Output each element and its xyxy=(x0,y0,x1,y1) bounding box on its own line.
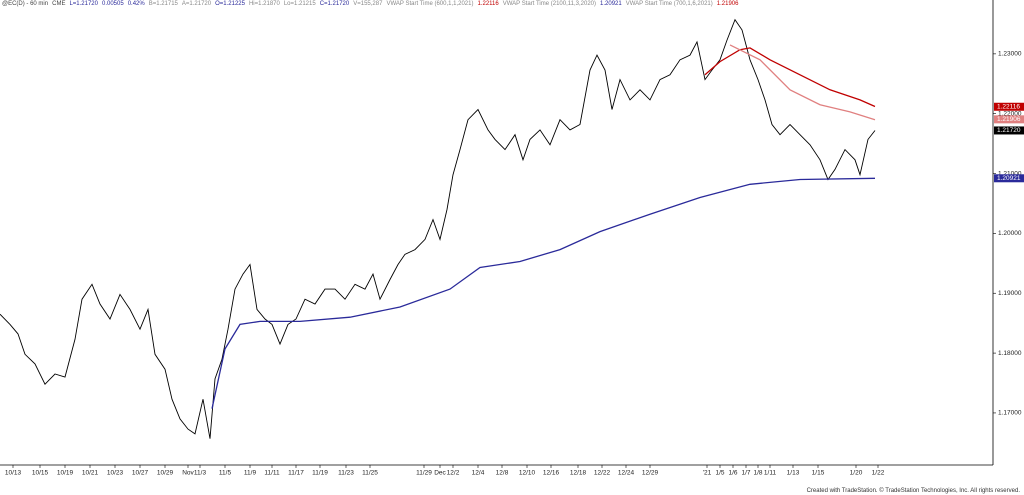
series-line xyxy=(0,18,876,439)
footer: Created with TradeStation. © TradeStatio… xyxy=(806,488,1020,494)
quote-field: 0.00505 xyxy=(101,1,124,7)
x-tick-label: 10/19 xyxy=(57,470,74,477)
x-tick-label: 11/9 xyxy=(244,470,257,477)
last-value-box xyxy=(994,174,1024,183)
y-tick-label: 1.23000 xyxy=(998,51,1022,58)
quote-field: Lo=1.21215 xyxy=(283,1,316,7)
indicator-name: VWAP Start Time (600,1,1,2021) xyxy=(386,1,474,7)
x-tick-label: 1/8 xyxy=(753,470,762,477)
quote-field: O=1.21225 xyxy=(215,1,245,7)
y-tick-label: 1.18000 xyxy=(998,350,1022,357)
x-tick-label: 11/29 xyxy=(416,470,432,477)
chart-header: @EC(D) - 60 min CME L=1.21720 0.00505 0.42% B… xyxy=(2,1,742,7)
x-tick-label: '21 xyxy=(703,470,712,477)
x-tick-label: 1/22 xyxy=(872,470,885,477)
last-value-box xyxy=(994,102,1024,111)
symbol: @EC(D) - 60 min xyxy=(2,1,49,7)
quote-field: C=1.21720 xyxy=(319,1,350,7)
x-tick-label: 10/15 xyxy=(32,470,49,477)
last-value-box xyxy=(994,126,1024,135)
x-tick-label: 11/11 xyxy=(264,470,280,477)
y-tick-label: 1.19000 xyxy=(998,290,1022,297)
y-tick-label: 1.21000 xyxy=(998,170,1022,177)
x-tick-label: 12/4 xyxy=(472,470,485,477)
quote-field: V=155,287 xyxy=(353,1,383,7)
quote-field: B=1.21715 xyxy=(148,1,178,7)
x-tick-label: Nov xyxy=(182,470,194,477)
last-value-label: 1.21906 xyxy=(997,116,1021,123)
last-value-box xyxy=(994,115,1024,124)
x-tick-label: 1/15 xyxy=(812,470,825,477)
series-line xyxy=(211,177,876,409)
exchange: CME xyxy=(52,1,66,7)
x-tick-label: 1/20 xyxy=(850,470,863,477)
indicator-name: VWAP Start Time (700,1,6,2021) xyxy=(625,1,713,7)
x-tick-label: 10/21 xyxy=(82,470,99,477)
x-tick-label: 11/17 xyxy=(288,470,304,477)
x-tick-label: Dec xyxy=(434,470,446,477)
quote-field: A=1.21720 xyxy=(181,1,212,7)
x-tick-label: 11/5 xyxy=(219,470,232,477)
x-tick-label: 1/11 xyxy=(764,470,777,477)
last-value-label: 1.21720 xyxy=(997,127,1021,134)
indicator-value: 1.22116 xyxy=(477,1,499,7)
x-tick-label: 11/23 xyxy=(338,470,354,477)
x-tick-label: 10/27 xyxy=(132,470,149,477)
x-tick-label: 10/23 xyxy=(107,470,124,477)
indicator-value: 1.21906 xyxy=(716,1,739,7)
x-tick-label: 12/2 xyxy=(447,470,460,477)
x-tick-label: 12/18 xyxy=(570,470,587,477)
x-tick-label: 12/29 xyxy=(642,470,659,477)
y-tick-label: 1.20000 xyxy=(998,230,1022,237)
last-value-label: 1.20921 xyxy=(997,175,1021,182)
indicator-value: 1.20921 xyxy=(600,1,622,7)
x-tick-label: 10/13 xyxy=(5,470,22,477)
x-tick-label: 1/7 xyxy=(741,470,750,477)
x-tick-label: 1/5 xyxy=(715,470,724,477)
y-tick-label: 1.17000 xyxy=(998,410,1022,417)
x-tick-label: 11/19 xyxy=(312,470,328,477)
x-tick-label: 11/3 xyxy=(194,470,207,477)
x-tick-label: 12/16 xyxy=(543,470,560,477)
y-tick-label: 1.22000 xyxy=(998,110,1022,117)
x-tick-label: 12/8 xyxy=(496,470,509,477)
indicator-name: VWAP Start Time (2100,11,3,2020) xyxy=(502,1,597,7)
x-tick-label: 10/29 xyxy=(157,470,174,477)
series-line xyxy=(729,44,876,121)
quote-field: 0.42% xyxy=(127,1,145,7)
last-value-label: 1.22116 xyxy=(997,103,1020,110)
x-tick-label: 11/25 xyxy=(362,470,378,477)
quote-field: Hi=1.21870 xyxy=(248,1,280,7)
quote-field: L=1.21720 xyxy=(69,1,98,7)
x-tick-label: 12/24 xyxy=(618,470,635,477)
x-tick-label: 12/22 xyxy=(594,470,611,477)
x-tick-label: 1/13 xyxy=(787,470,800,477)
x-tick-label: 12/10 xyxy=(519,470,536,477)
x-tick-label: 1/6 xyxy=(728,470,737,477)
series-line xyxy=(704,47,876,108)
